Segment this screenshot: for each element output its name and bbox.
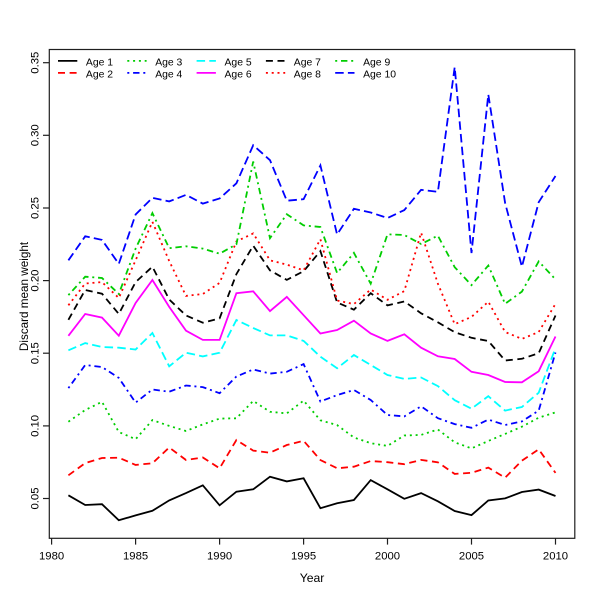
svg-text:Year: Year	[300, 571, 325, 585]
svg-text:2000: 2000	[375, 551, 400, 563]
svg-text:Discard mean weight: Discard mean weight	[18, 241, 31, 351]
svg-text:Age 10: Age 10	[363, 70, 396, 81]
svg-text:0.35: 0.35	[29, 52, 41, 74]
svg-text:Age 8: Age 8	[294, 70, 321, 81]
svg-text:Age 6: Age 6	[225, 70, 252, 81]
svg-text:Age 7: Age 7	[294, 58, 321, 69]
svg-text:Age 2: Age 2	[86, 70, 113, 81]
svg-text:0.30: 0.30	[29, 124, 41, 146]
svg-text:1980: 1980	[39, 551, 64, 563]
svg-text:2010: 2010	[543, 551, 568, 563]
svg-text:1995: 1995	[291, 551, 316, 563]
svg-text:0.05: 0.05	[29, 488, 41, 510]
svg-text:Age 5: Age 5	[225, 58, 252, 69]
svg-text:1985: 1985	[123, 551, 148, 563]
svg-text:0.25: 0.25	[29, 197, 41, 219]
svg-text:1990: 1990	[207, 551, 232, 563]
svg-text:Age 1: Age 1	[86, 58, 113, 69]
svg-text:0.15: 0.15	[29, 342, 41, 364]
svg-text:Age 3: Age 3	[155, 58, 182, 69]
svg-text:0.20: 0.20	[29, 270, 41, 292]
svg-text:2005: 2005	[459, 551, 484, 563]
svg-text:Age 4: Age 4	[155, 70, 182, 81]
svg-text:0.10: 0.10	[29, 415, 41, 437]
svg-text:Age 9: Age 9	[363, 58, 390, 69]
